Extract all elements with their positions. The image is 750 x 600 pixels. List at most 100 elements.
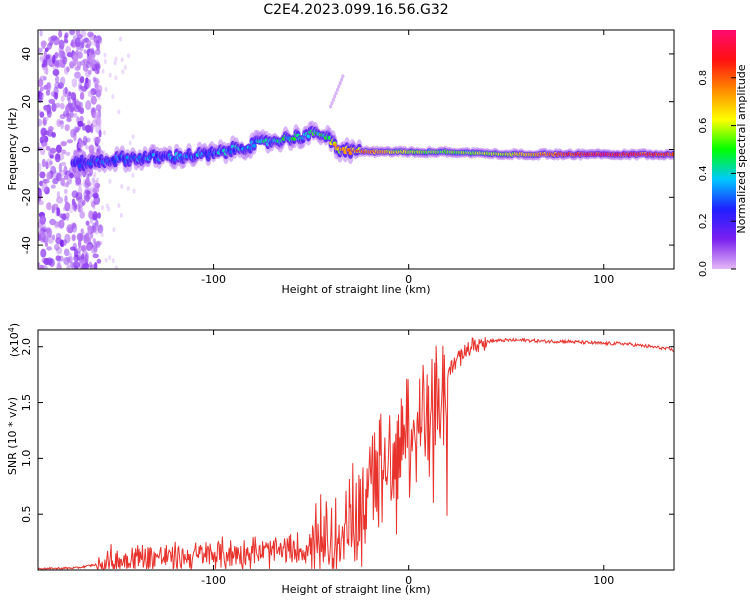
streak-cell — [333, 94, 337, 99]
noise-cell — [92, 76, 97, 83]
noise-cell — [72, 97, 77, 107]
noise-cell — [58, 120, 64, 125]
noise-cell — [114, 265, 118, 269]
noise-cell — [95, 39, 100, 50]
noise-cell — [89, 217, 94, 224]
x-tick-label: 100 — [593, 574, 614, 587]
noise-cell — [63, 188, 68, 194]
noise-cell — [77, 120, 84, 127]
noise-cell — [40, 40, 47, 47]
noise-cell — [101, 205, 104, 211]
snr-series-line — [38, 337, 674, 570]
colorbar: 0.0 0.2 0.4 0.6 0.8 Normalized spectral ampl… — [698, 30, 748, 277]
noise-cell — [80, 60, 86, 66]
noise-cell — [86, 177, 90, 184]
noise-cell — [55, 144, 62, 154]
noise-cell — [108, 255, 112, 261]
noise-cell — [65, 112, 69, 122]
noise-cell — [58, 162, 63, 173]
noise-cell — [114, 75, 118, 81]
noise-cell — [39, 54, 44, 63]
noise-cell — [50, 165, 57, 175]
noise-cell — [93, 136, 97, 142]
y-tick-label: 1.5 — [20, 394, 33, 412]
ridge-core-cell — [306, 134, 311, 139]
noise-cell — [46, 82, 51, 90]
noise-cell — [85, 243, 93, 252]
noise-cell — [88, 120, 92, 126]
noise-cell — [83, 189, 91, 199]
noise-cell — [85, 79, 91, 84]
noise-cell — [54, 51, 59, 59]
figure-title: C2E4.2023.099.16.56.G32 — [263, 2, 448, 18]
noise-cell — [39, 180, 43, 187]
y-tick-label: 0.5 — [20, 505, 33, 523]
noise-cell — [83, 234, 88, 244]
noise-cell — [41, 158, 46, 168]
noise-cell — [90, 199, 94, 205]
noise-cell — [95, 48, 101, 56]
noise-cell — [43, 116, 49, 122]
noise-cell — [44, 47, 49, 52]
noise-cell — [60, 141, 67, 147]
noise-cell — [59, 239, 64, 247]
noise-cell — [69, 30, 75, 36]
noise-cell — [61, 161, 67, 166]
noise-cell — [61, 149, 67, 155]
noise-cell — [38, 162, 42, 173]
spectrogram-x-label: Height of straight line (km) — [281, 283, 430, 296]
noise-cell — [60, 177, 65, 186]
noise-cell — [39, 92, 45, 100]
noise-cell — [68, 252, 73, 261]
noise-cell — [94, 145, 98, 151]
noise-cell — [63, 39, 69, 44]
noise-cell — [87, 31, 94, 38]
noise-cell — [98, 129, 102, 138]
ridge-core-cell — [252, 143, 256, 148]
noise-cell — [90, 231, 94, 239]
noise-cell — [47, 232, 51, 238]
y-tick-label: 0 — [20, 146, 33, 153]
noise-cell — [79, 211, 85, 219]
noise-cell — [75, 177, 82, 185]
noise-cell — [38, 47, 43, 53]
noise-cell — [121, 69, 125, 75]
noise-cell — [100, 232, 104, 238]
noise-cell — [111, 258, 115, 264]
noise-cell — [92, 204, 96, 210]
noise-cell — [48, 98, 56, 104]
noise-cell — [95, 84, 103, 94]
noise-cell — [81, 39, 85, 45]
noise-cell — [39, 86, 44, 92]
noise-cell — [58, 213, 63, 218]
noise-cell — [92, 211, 98, 221]
noise-cell — [60, 95, 65, 103]
x-tick-label: -100 — [201, 574, 226, 587]
noise-cell — [131, 134, 135, 140]
snr-y-label: SNR (10 * v/v) — [6, 397, 19, 475]
noise-cell — [97, 212, 101, 219]
noise-cell — [90, 95, 97, 105]
noise-cell — [83, 80, 90, 90]
colorbar-tick-label: 0.4 — [698, 165, 709, 181]
noise-cell — [38, 109, 42, 114]
noise-cell — [119, 212, 123, 218]
noise-cell — [97, 224, 104, 234]
noise-cell — [43, 58, 48, 67]
noise-cell — [52, 203, 59, 210]
noise-cell — [42, 179, 50, 184]
noise-cell — [94, 240, 102, 247]
noise-cell — [92, 187, 98, 194]
noise-cell — [87, 90, 94, 98]
noise-cell — [80, 253, 85, 260]
noise-cell — [52, 54, 56, 64]
noise-cell — [85, 144, 90, 150]
noise-cell — [93, 171, 97, 177]
noise-cell — [64, 195, 68, 204]
noise-cell — [73, 261, 81, 269]
noise-cell — [45, 66, 49, 76]
noise-cell — [94, 63, 100, 70]
noise-cell — [49, 147, 57, 154]
colorbar-tick-label: 0.6 — [698, 118, 709, 134]
noise-cell — [95, 104, 102, 112]
